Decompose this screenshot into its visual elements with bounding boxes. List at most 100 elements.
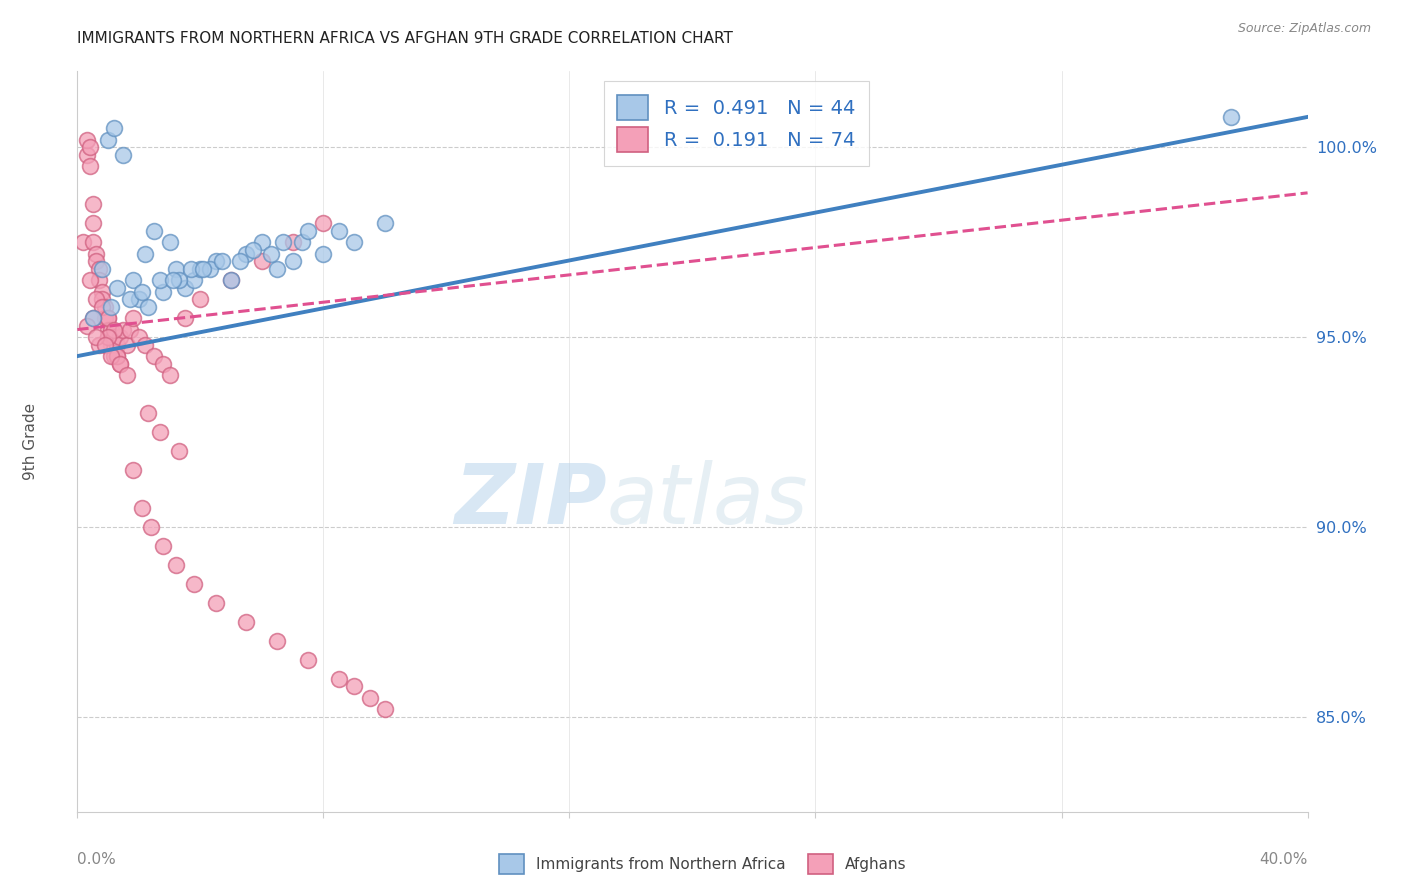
Point xyxy=(128,292,150,306)
Point xyxy=(136,406,159,420)
Point xyxy=(198,261,221,276)
Text: ZIP: ZIP xyxy=(454,460,606,541)
Text: IMMIGRANTS FROM NORTHERN AFRICA VS AFGHAN 9TH GRADE CORRELATION CHART: IMMIGRANTS FROM NORTHERN AFRICA VS AFGHA… xyxy=(77,31,733,46)
Point xyxy=(297,653,319,667)
Point xyxy=(204,254,226,268)
Point xyxy=(79,273,101,287)
Point xyxy=(105,337,128,351)
Point xyxy=(82,311,104,326)
Point xyxy=(174,311,197,326)
Point xyxy=(103,330,125,344)
Point xyxy=(180,261,202,276)
Point xyxy=(266,633,288,648)
Point xyxy=(97,322,120,336)
Point xyxy=(190,261,212,276)
Point xyxy=(100,337,122,351)
Point xyxy=(131,285,153,299)
Point xyxy=(105,349,128,363)
Point xyxy=(136,300,159,314)
Point xyxy=(343,680,366,694)
Point xyxy=(82,197,104,211)
Point xyxy=(84,246,107,260)
Point xyxy=(97,330,120,344)
Point xyxy=(90,300,114,314)
Point xyxy=(328,224,350,238)
Point xyxy=(105,349,128,363)
Point xyxy=(193,261,215,276)
Point xyxy=(374,702,396,716)
Point xyxy=(128,330,150,344)
Point xyxy=(211,254,233,268)
Point xyxy=(343,235,366,250)
Point xyxy=(94,311,117,326)
Point xyxy=(87,273,110,287)
Point xyxy=(291,235,314,250)
Point xyxy=(84,330,107,344)
Point xyxy=(121,273,143,287)
Point xyxy=(374,216,396,230)
Point xyxy=(281,254,304,268)
Point xyxy=(94,300,117,314)
Point xyxy=(103,349,125,363)
Point xyxy=(134,337,156,351)
Point xyxy=(297,224,319,238)
Point xyxy=(235,615,257,629)
Point xyxy=(235,246,257,260)
Point xyxy=(100,300,122,314)
Point xyxy=(76,133,98,147)
Point xyxy=(250,254,273,268)
Point xyxy=(165,558,187,572)
Point xyxy=(103,322,125,336)
Point xyxy=(183,273,205,287)
Legend: R =  0.491   N = 44, R =  0.191   N = 74: R = 0.491 N = 44, R = 0.191 N = 74 xyxy=(603,81,869,166)
Point xyxy=(359,690,381,705)
Point xyxy=(82,311,104,326)
Point xyxy=(152,285,174,299)
Point xyxy=(79,159,101,173)
Point xyxy=(152,357,174,371)
Point xyxy=(143,349,166,363)
Point xyxy=(242,243,264,257)
Point xyxy=(190,292,212,306)
Point xyxy=(159,235,181,250)
Point xyxy=(250,235,273,250)
Point xyxy=(79,140,101,154)
Text: 9th Grade: 9th Grade xyxy=(22,403,38,480)
Point xyxy=(90,261,114,276)
Point xyxy=(76,318,98,333)
Point xyxy=(281,235,304,250)
Point xyxy=(143,224,166,238)
Point xyxy=(229,254,252,268)
Point xyxy=(87,337,110,351)
Point xyxy=(204,596,226,610)
Point xyxy=(87,261,110,276)
Point xyxy=(121,463,143,477)
Text: 40.0%: 40.0% xyxy=(1260,853,1308,867)
Point xyxy=(84,254,107,268)
Point xyxy=(131,500,153,515)
Point xyxy=(260,246,283,260)
Point xyxy=(134,246,156,260)
Point xyxy=(94,337,117,351)
Point xyxy=(82,235,104,250)
Point xyxy=(105,281,128,295)
Point xyxy=(266,261,288,276)
Point xyxy=(121,311,143,326)
Point xyxy=(152,539,174,553)
Point xyxy=(312,246,335,260)
Point xyxy=(100,322,122,336)
Point xyxy=(97,330,120,344)
Point xyxy=(110,330,132,344)
Point xyxy=(112,322,135,336)
Point xyxy=(118,292,141,306)
Point xyxy=(76,148,98,162)
Point xyxy=(162,273,184,287)
Point xyxy=(167,273,190,287)
Point xyxy=(97,133,120,147)
Point xyxy=(219,273,242,287)
Point xyxy=(90,292,114,306)
Point xyxy=(110,357,132,371)
Text: atlas: atlas xyxy=(606,460,808,541)
Point xyxy=(118,322,141,336)
Point xyxy=(97,311,120,326)
